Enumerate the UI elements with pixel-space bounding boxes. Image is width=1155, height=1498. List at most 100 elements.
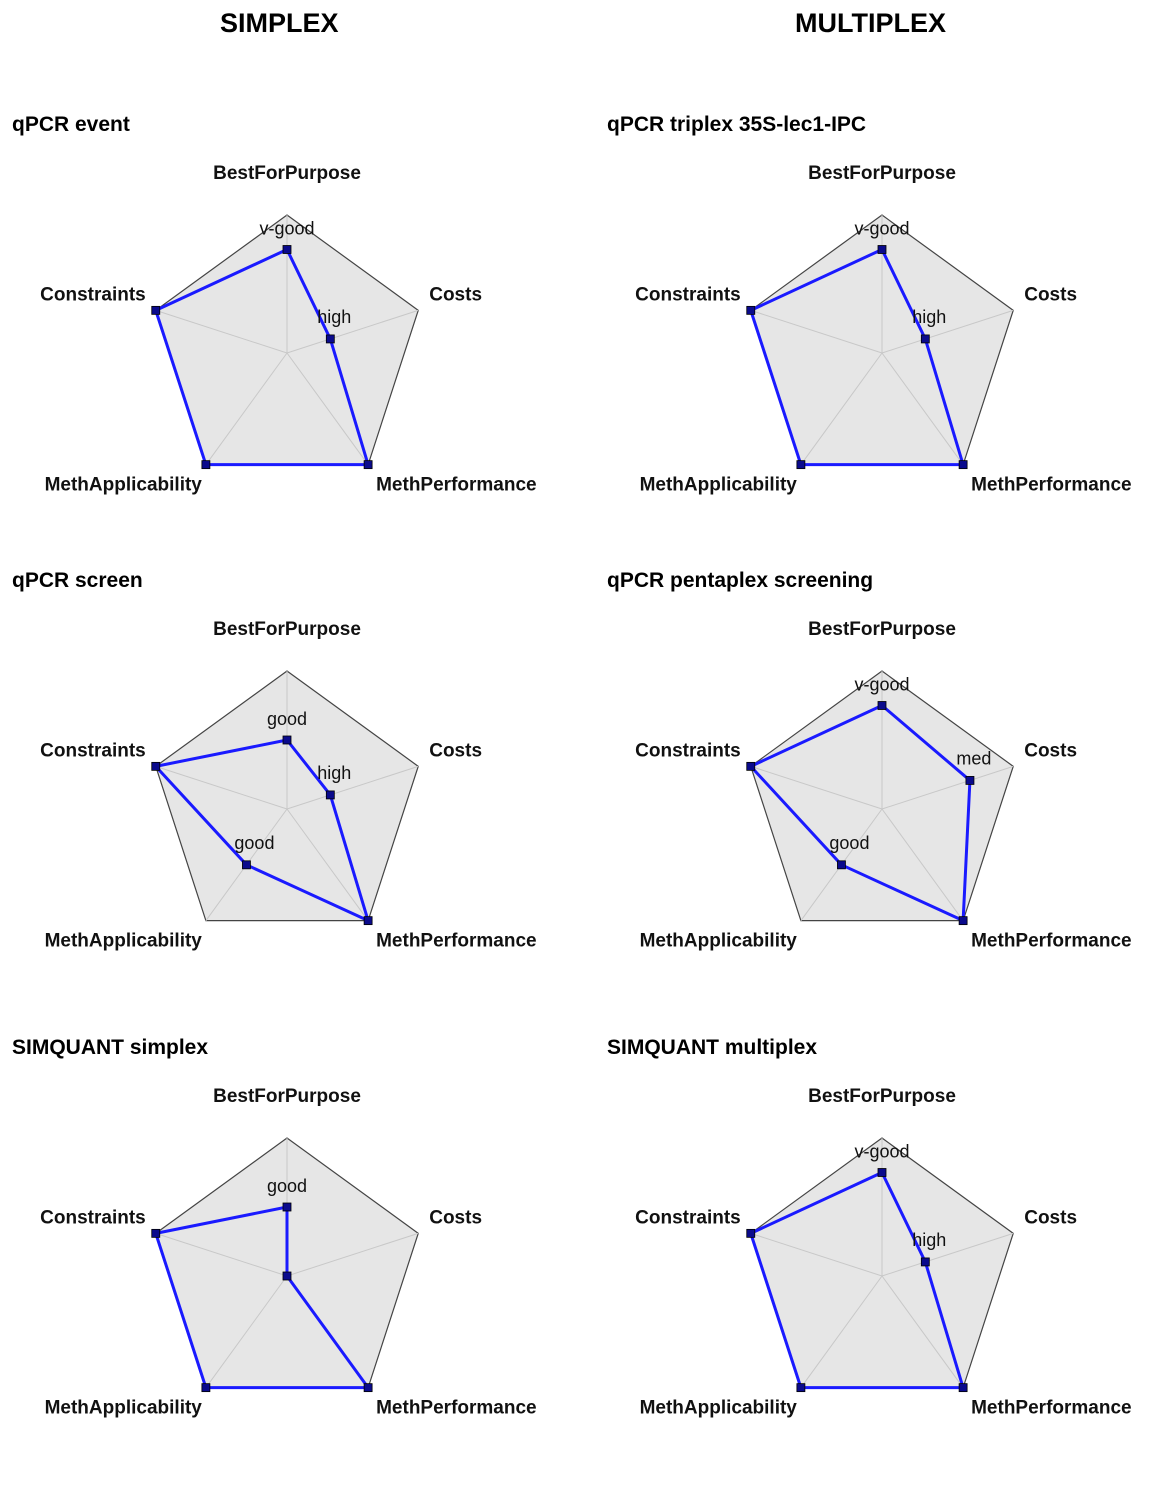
data-point [958,460,968,470]
data-point [965,776,975,785]
axis-label: Costs [429,284,482,305]
chart-title: qPCR pentaplex screening [607,569,874,592]
data-point [325,334,335,344]
chart-title: qPCR event [12,113,130,136]
axis-label: MethApplicability [45,1398,203,1419]
axis-label: MethApplicability [45,475,203,496]
axis-label: BestForPurpose [213,619,361,640]
radar-spoke [155,309,288,354]
axis-label: Costs [1024,284,1077,305]
data-label: v-good [259,219,314,239]
axis-label: Constraints [40,1207,146,1228]
axis-label: BestForPurpose [213,1086,361,1107]
axis-label: BestForPurpose [808,619,956,640]
data-point [746,1228,756,1238]
data-point [363,916,373,926]
data-point [363,460,373,470]
radar-chart: BestForPurpose Costs MethPerformance MethAp… [40,619,536,952]
axis-label: BestForPurpose [808,1086,956,1107]
axis-label: Costs [1024,1207,1077,1228]
axis-label: Costs [429,740,482,761]
chart-title: SIMQUANT simplex [12,1036,209,1059]
radar-spoke [881,765,1014,810]
radar-chart: BestForPurpose Costs MethPerformance MethAp… [40,163,537,496]
data-label: v-good [854,219,909,239]
radar-spoke [881,309,1014,354]
data-label: v-good [854,675,909,695]
data-point [282,245,292,254]
data-point [796,460,806,470]
radar-spoke [286,309,419,354]
data-point [920,334,930,344]
data-point [363,1383,373,1393]
data-point [877,701,887,710]
data-label: good [829,833,869,853]
radar-panel-qpcr-event: qPCR event BestForPurpose Costs MethPerfor… [0,105,577,575]
axis-label: Constraints [635,740,741,761]
axis-label: BestForPurpose [808,163,956,184]
radar-spoke [155,1232,288,1277]
axis-label: MethPerformance [971,931,1132,952]
data-label: high [317,763,351,783]
axis-label: MethApplicability [640,931,798,952]
data-label: high [912,1230,946,1250]
data-point [282,735,292,745]
axis-label: Constraints [40,740,146,761]
data-label: good [267,709,307,729]
data-point [325,790,335,800]
data-point [201,1383,211,1393]
radar-panel-simquant-simplex: SIMQUANT simplex BestForPurpose Costs Meth… [0,1028,577,1498]
radar-spoke [881,352,964,465]
radar-spoke [286,808,369,921]
axis-label: Constraints [635,1207,741,1228]
radar-chart: BestForPurpose Costs MethPerformance MethAp… [40,1086,536,1419]
series-line [154,248,370,467]
axis-label: MethApplicability [45,931,203,952]
chart-title: qPCR triplex 35S-lec1-IPC [607,113,867,136]
radar-spoke [881,1275,964,1388]
radar-chart: BestForPurpose Costs MethPerformance MethAp… [635,619,1132,952]
data-point [877,1168,887,1177]
data-point [282,1202,292,1212]
series-line [749,704,972,923]
radar-chart: BestForPurpose Costs MethPerformance MethAp… [635,163,1132,496]
series-line [154,1205,370,1390]
axis-label: Costs [1024,740,1077,761]
data-point [151,1228,161,1238]
radar-spoke [750,1232,883,1277]
axis-label: MethPerformance [376,475,537,496]
radar-panel-qpcr-pentaplex: qPCR pentaplex screening BestForPurpose C… [595,561,1155,1031]
radar-panel-qpcr-screen: qPCR screen BestForPurpose Costs MethPerfo… [0,561,577,1031]
axis-label: Constraints [635,284,741,305]
data-point [201,460,211,470]
radar-spoke [750,309,883,354]
data-label: good [267,1176,307,1196]
data-label: high [912,307,946,327]
data-point [151,761,161,771]
radar-chart: BestForPurpose Costs MethPerformance MethAp… [635,1086,1131,1419]
data-point [282,1271,292,1281]
data-point [746,305,756,315]
radar-panel-simquant-multiplex: SIMQUANT multiplex BestForPurpose Costs Me… [595,1028,1155,1498]
axis-label: BestForPurpose [213,163,361,184]
radar-panel-qpcr-triplex: qPCR triplex 35S-lec1-IPC BestForPurpose… [595,105,1155,575]
series-line [749,1171,965,1390]
data-point [920,1257,930,1267]
data-point [958,1383,968,1393]
axis-label: Constraints [40,284,146,305]
radar-spoke [155,765,288,810]
data-point [958,916,968,926]
data-point [877,245,887,254]
axis-label: MethApplicability [640,475,798,496]
data-point [746,761,756,771]
data-point [151,305,161,315]
column-title-simplex: SIMPLEX [220,8,339,38]
radar-spoke [800,1275,883,1388]
radar-spoke [205,352,288,465]
axis-label: MethPerformance [971,475,1132,496]
chart-title: qPCR screen [12,569,143,592]
radar-spoke [881,808,964,921]
radar-spoke [800,352,883,465]
radar-spoke [881,1232,1014,1277]
series-line [749,248,965,467]
